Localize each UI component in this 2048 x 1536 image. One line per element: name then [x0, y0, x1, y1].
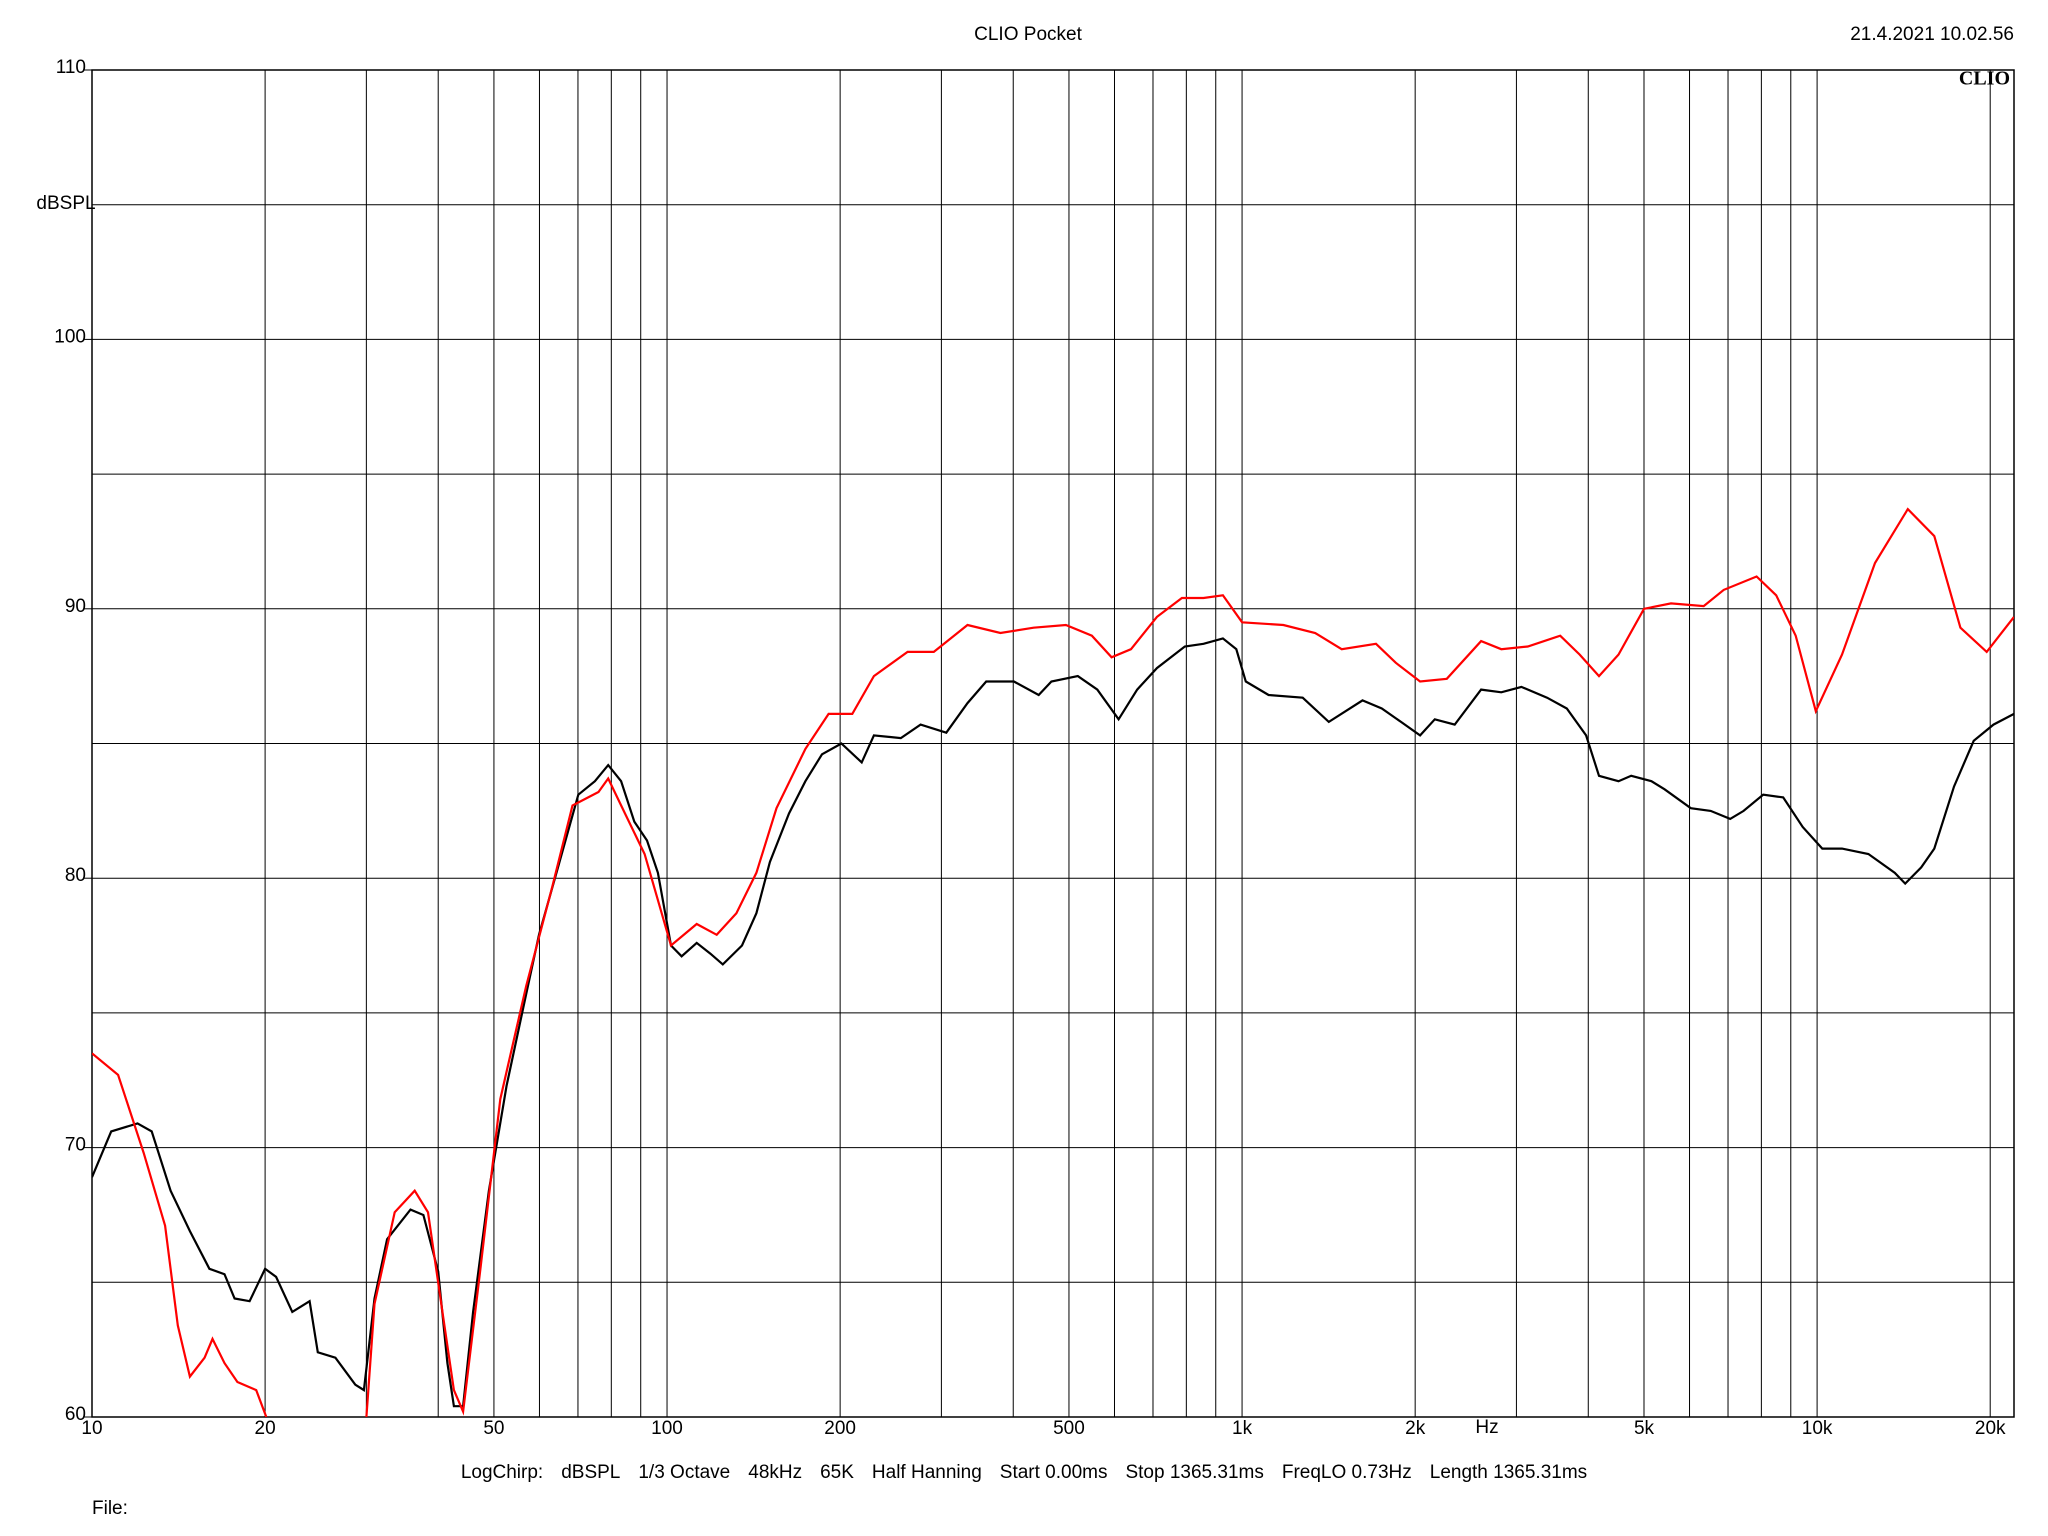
footer-item: LogChirp: — [460, 1462, 544, 1483]
x-tick-label: 10k — [1802, 1418, 1833, 1439]
x-tick-label: 20k — [1975, 1418, 2006, 1439]
footer-item: FreqLO 0.73Hz — [1281, 1462, 1412, 1483]
x-tick-label: 2k — [1405, 1418, 1426, 1439]
footer: LogChirp: dBSPL 1/3 Octave 48kHz 65K Half Han… — [0, 1462, 2048, 1484]
footer-item: 48kHz — [748, 1462, 803, 1483]
x-tick-label: 200 — [824, 1418, 856, 1439]
x-axis-unit: Hz — [1475, 1417, 1498, 1438]
y-tick-label: 70 — [65, 1135, 86, 1156]
series-line — [92, 637, 2014, 1408]
x-tick-label: 500 — [1053, 1418, 1085, 1439]
x-tick-label: 10 — [81, 1418, 102, 1439]
footer-item: Half Hanning — [871, 1462, 982, 1483]
y-tick-label: 100 — [54, 326, 86, 347]
footer-item: Start 0.00ms — [999, 1462, 1108, 1483]
footer-item: 65K — [820, 1462, 854, 1483]
y-axis-label: dBSPL — [36, 193, 95, 214]
y-tick-label: 60 — [65, 1404, 86, 1425]
x-tick-label: 100 — [651, 1418, 683, 1439]
logo: CLIO — [1959, 68, 2010, 90]
file-label: File: — [92, 1498, 128, 1519]
y-tick-label: 90 — [65, 596, 86, 617]
x-tick-label: 50 — [483, 1418, 504, 1439]
footer-item: Stop 1365.31ms — [1125, 1462, 1264, 1483]
y-tick-label: 80 — [65, 865, 86, 886]
x-tick-label: 5k — [1634, 1418, 1655, 1439]
x-tick-label: 1k — [1232, 1418, 1253, 1439]
plot-frame — [91, 69, 2015, 1418]
x-tick-label: 20 — [255, 1418, 276, 1439]
timestamp: 21.4.2021 10.02.56 — [1850, 24, 2014, 45]
footer-item: Length 1365.31ms — [1429, 1462, 1588, 1483]
footer-item: dBSPL — [561, 1462, 621, 1483]
footer-item: 1/3 Octave — [638, 1462, 731, 1483]
y-tick-label: 110 — [56, 57, 86, 78]
series-line — [92, 507, 2014, 1417]
chart-title: CLIO Pocket — [974, 24, 1082, 45]
